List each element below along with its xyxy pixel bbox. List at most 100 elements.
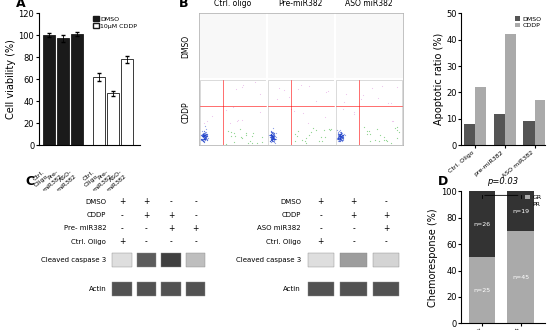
Point [337,199,346,204]
Point [305,176,314,182]
Bar [107,93,119,145]
Point [337,202,345,207]
Point [336,137,344,142]
Legend: DMSO, CDDP: DMSO, CDDP [515,16,541,28]
Point [380,134,389,140]
Point [358,168,366,173]
Point [199,202,208,207]
Point [272,130,280,135]
Point [268,137,277,142]
Point [268,200,277,206]
Point [265,133,274,138]
Point [201,127,210,132]
Point [333,134,342,140]
Bar [71,34,83,145]
Point [334,135,343,140]
Point [277,182,286,188]
Point [213,166,222,171]
Point [247,160,256,166]
Text: Pre-miR382: Pre-miR382 [279,0,323,8]
Point [236,195,245,201]
Point [359,92,367,97]
Point [266,200,274,206]
Point [268,200,277,205]
Point [383,101,392,106]
Point [304,199,312,204]
Point [365,131,374,136]
Point [267,202,276,208]
Point [201,197,210,203]
Point [217,183,226,188]
Point [267,139,276,144]
Point [268,200,277,205]
Point [335,197,344,203]
Point [333,198,342,203]
Point [268,202,277,207]
Point [351,160,360,166]
Point [266,133,275,139]
Point [336,138,344,143]
Point [310,164,319,169]
Point [208,113,217,118]
Point [266,201,275,206]
Point [268,199,277,204]
Point [268,198,277,203]
Point [204,176,213,181]
Point [201,202,210,207]
Point [202,201,211,206]
Point [200,199,208,204]
Point [233,118,242,124]
Point [268,134,277,139]
Point [322,203,331,208]
Point [221,201,229,207]
Point [267,132,276,137]
Point [334,132,343,137]
Text: -: - [320,224,322,233]
Point [269,194,278,200]
Point [334,132,343,137]
Point [197,131,206,137]
Point [268,132,277,138]
Point [339,135,348,140]
Point [201,137,210,142]
Point [335,135,344,141]
Point [199,133,207,138]
Point [252,141,261,146]
Point [255,148,263,153]
Point [340,131,349,137]
Point [252,198,261,204]
Point [267,137,276,143]
Point [268,198,277,204]
Point [201,131,210,136]
Point [270,134,279,139]
Point [281,149,290,154]
Point [268,139,277,144]
Point [270,138,278,143]
Point [271,201,279,207]
Point [201,198,210,204]
Point [200,132,209,138]
Point [338,134,346,139]
Point [235,180,244,185]
Point [270,137,279,143]
Point [338,135,346,141]
Text: +: + [168,224,174,233]
Point [335,199,344,205]
Point [270,199,278,204]
Legend: DMSO, 10μM CDDP: DMSO, 10μM CDDP [93,16,138,29]
Bar [505,34,516,145]
Point [268,199,277,205]
Point [288,181,297,186]
Point [202,118,211,124]
Point [339,132,348,138]
Point [271,158,279,164]
Point [351,156,360,161]
Point [334,200,343,205]
Text: DMSO: DMSO [85,199,106,205]
Point [336,205,344,210]
Point [368,205,377,210]
Point [266,205,275,211]
Point [257,134,266,140]
Point [367,201,376,207]
Bar [494,114,505,145]
